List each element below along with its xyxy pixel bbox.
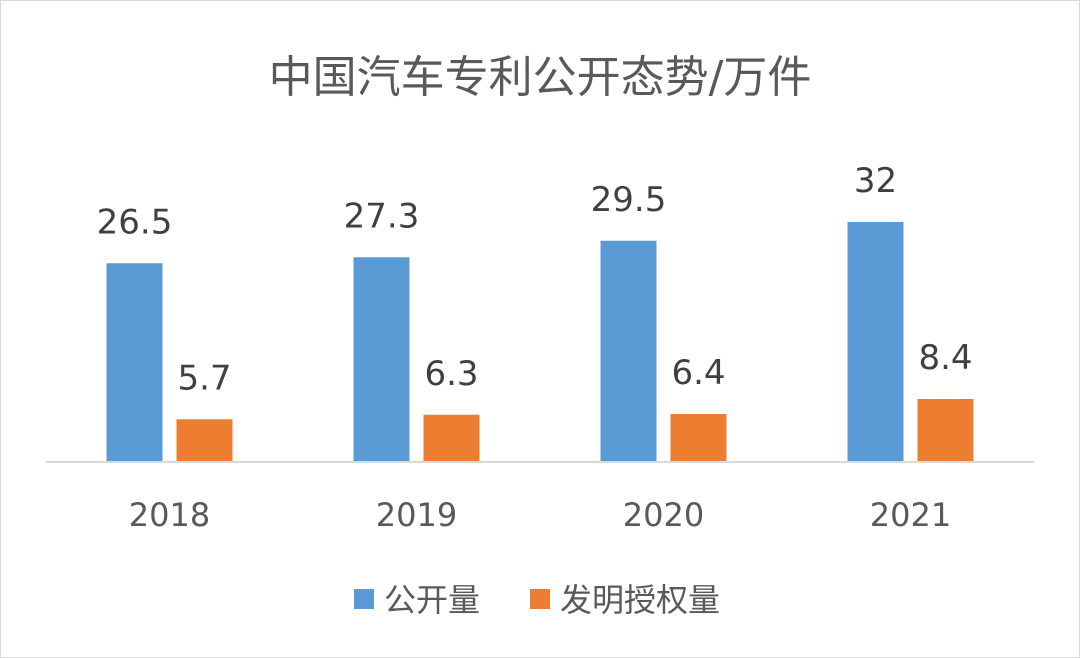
x-tick-2019: 2019	[376, 496, 457, 534]
data-labels-group: 26.5 5.7 27.3 6.3 29.5 6.4 32 8.4	[97, 161, 973, 398]
bar-publication-2018	[106, 263, 163, 462]
bar-publication-2021	[847, 222, 904, 462]
legend-label-publication: 公开量	[384, 581, 480, 619]
data-label-publication-2019: 27.3	[344, 196, 420, 236]
x-tick-2020: 2020	[623, 496, 704, 534]
bar-publication-2019	[353, 257, 410, 462]
bar-grant-2020	[670, 414, 727, 462]
data-label-grant-2020: 6.4	[671, 353, 725, 393]
x-tick-labels: 2018 2019 2020 2021	[129, 496, 951, 534]
data-label-grant-2019: 6.3	[424, 354, 478, 394]
legend-label-grant: 发明授权量	[560, 581, 720, 619]
data-label-publication-2020: 29.5	[591, 180, 667, 220]
bar-publication-2020	[600, 240, 657, 462]
x-tick-2021: 2021	[870, 496, 951, 534]
bar-grant-2021	[917, 399, 974, 462]
data-label-publication-2021: 32	[854, 161, 897, 201]
bar-grant-2018	[176, 419, 233, 462]
legend-swatch-grant	[530, 589, 550, 609]
data-label-grant-2021: 8.4	[918, 338, 972, 378]
x-tick-2018: 2018	[129, 496, 210, 534]
bars-group	[106, 222, 974, 462]
bar-grant-2019	[423, 414, 480, 462]
chart-title: 中国汽车专利公开态势/万件	[269, 52, 812, 103]
data-label-publication-2018: 26.5	[97, 202, 173, 242]
legend: 公开量 发明授权量	[354, 581, 720, 619]
legend-swatch-publication	[354, 589, 374, 609]
data-label-grant-2018: 5.7	[177, 358, 231, 398]
